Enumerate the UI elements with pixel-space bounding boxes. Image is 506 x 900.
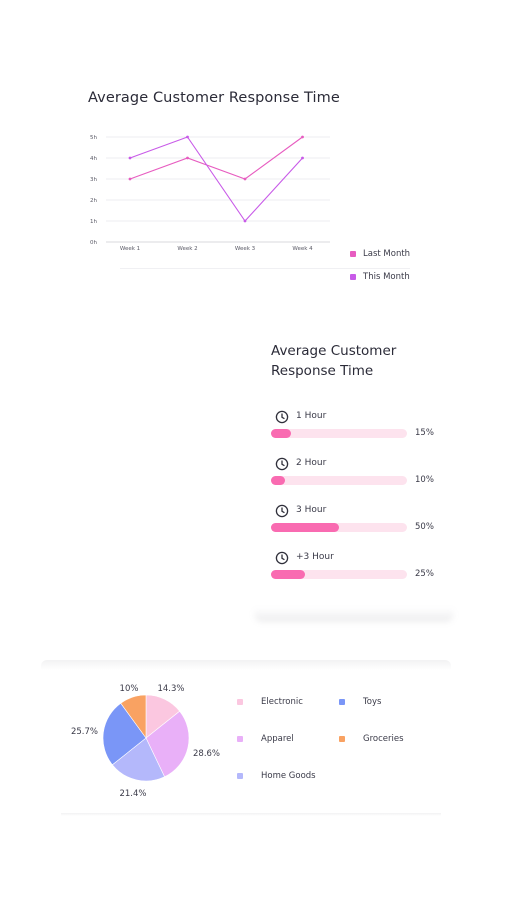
data-point [186,135,189,139]
legend-swatch [339,699,345,705]
legend-label: Last Month [363,249,411,259]
data-point [128,156,132,160]
clock-icon [275,457,289,471]
progress-track [271,570,407,579]
pie-chart: 14.3% 28.6% 21.4% 25.7% 10% [71,684,220,799]
y-tick-label: 5h [90,135,97,141]
pie-data-label: 28.6% [193,749,220,759]
pie-slice-home-goods [111,737,165,782]
card-bottom-edge [61,813,441,816]
progress-percent: 25% [415,569,434,579]
pie-slice-groceries [120,694,147,739]
legend-label: Apparel [261,734,294,744]
data-point [186,156,189,160]
clock-icon [275,410,289,424]
card-shadow [254,608,454,622]
line-chart-card: Average Customer Response Time 0h 1h 2h 3h 4… [80,80,420,282]
pie-data-label: 21.4% [119,789,146,799]
legend-label: Electronic [261,697,303,707]
progress-track [271,429,407,438]
pie-data-label: 10% [120,684,139,694]
clock-icon [275,504,289,518]
response-time-progress-card: Average Customer Response Time 1 Hour 15… [252,330,456,622]
progress-percent: 10% [415,475,434,485]
y-tick-label: 0h [90,240,97,246]
progress-card-title: Average Customer Response Time [271,343,397,379]
progress-label: 3 Hour [296,505,327,515]
x-tick-label: Week 3 [235,246,256,252]
progress-fill [271,429,292,438]
progress-label: 2 Hour [296,458,327,468]
legend-swatch [339,736,345,742]
data-point [128,177,132,181]
progress-percent: 50% [415,522,434,532]
data-point [243,219,247,223]
line-chart: 0h 1h 2h 3h 4h 5h Week 1 Week 2 Week 3 Week 4 [90,135,330,252]
progress-row-over-3-hour: +3 Hour 25% [271,551,441,587]
x-tick-label: Week 2 [177,246,197,252]
legend-label: This Month [363,272,410,282]
y-tick-label: 1h [90,219,97,225]
progress-track [271,523,407,532]
y-tick-label: 3h [90,177,97,183]
legend-swatch [237,736,243,742]
y-tick-label: 2h [90,198,97,204]
data-point [243,177,247,181]
legend-swatch [237,699,243,705]
legend-swatch [350,251,356,257]
data-point [301,156,304,160]
legend-label: Home Goods [261,771,316,781]
line-chart-title: Average Customer Response Time [88,90,340,106]
legend-swatch [237,773,243,779]
progress-fill [271,476,285,485]
card-divider [120,268,410,269]
pie-slice-toys [102,702,147,766]
progress-row-3-hour: 3 Hour 50% [271,504,441,540]
legend-label: Groceries [363,734,404,744]
progress-fill [271,570,305,579]
progress-row-2-hour: 2 Hour 10% [271,457,441,493]
y-tick-label: 4h [90,156,97,162]
progress-label: +3 Hour [296,552,334,562]
progress-percent: 15% [415,428,434,438]
pie-chart-card: 14.3% 28.6% 21.4% 25.7% 10% Electronic Toys … [41,660,451,816]
series-line-this-month [129,136,303,222]
pie-data-label: 25.7% [71,727,98,737]
progress-label: 1 Hour [296,411,327,421]
progress-track [271,476,407,485]
pie-data-label: 14.3% [157,684,184,694]
x-tick-label: Week 4 [292,246,313,252]
data-point [301,135,304,139]
clock-icon [275,551,289,565]
legend-label: Toys [363,697,382,707]
card-top-edge [41,660,451,670]
progress-row-1-hour: 1 Hour 15% [271,410,441,446]
series-line-last-month [129,136,303,180]
legend-swatch [350,274,356,280]
x-tick-label: Week 1 [120,246,140,252]
progress-fill [271,523,339,532]
